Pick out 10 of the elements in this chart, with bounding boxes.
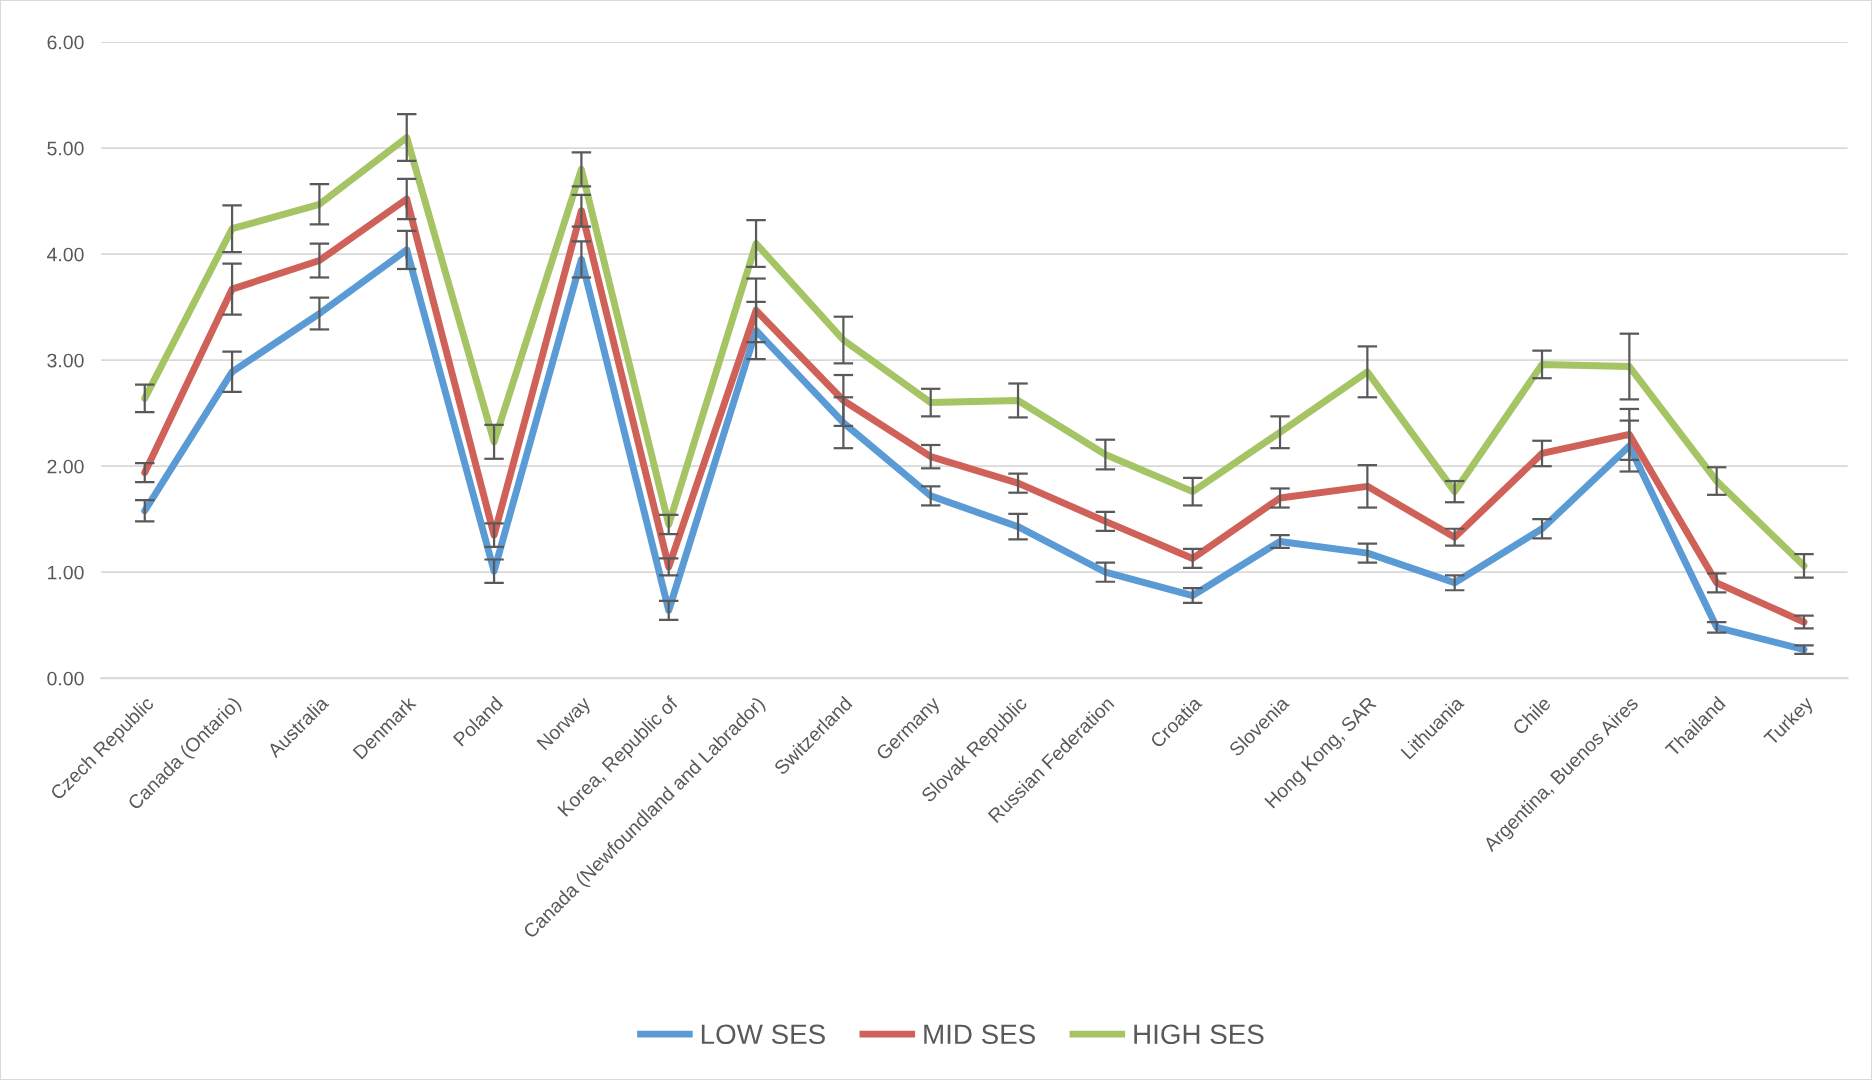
legend-label: MID SES (924, 1024, 1035, 1045)
y-tick-label: 1.00 (48, 565, 84, 580)
y-tick-label: 2.00 (47, 459, 84, 474)
y-tick-label: 4.00 (47, 247, 84, 262)
y-tick-label: 6.00 (47, 35, 84, 50)
legend-label: LOW SES (701, 1024, 825, 1045)
legend-label: HIGH SES (1134, 1024, 1264, 1045)
y-tick-label: 5.00 (47, 141, 84, 156)
y-tick-label: 0.00 (47, 671, 84, 686)
y-tick-label: 3.00 (47, 353, 84, 368)
